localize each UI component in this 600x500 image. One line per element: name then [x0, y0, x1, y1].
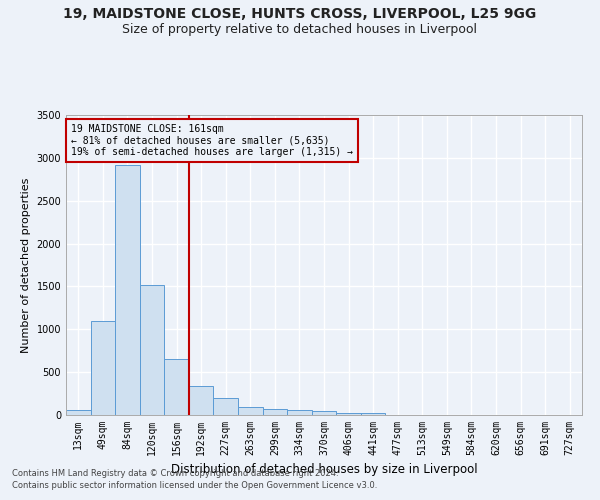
Bar [336, 413, 361, 415]
Text: Size of property relative to detached houses in Liverpool: Size of property relative to detached ho… [122, 22, 478, 36]
Bar [238, 407, 263, 415]
Text: Contains HM Land Registry data © Crown copyright and database right 2024.: Contains HM Land Registry data © Crown c… [12, 468, 338, 477]
Text: 19, MAIDSTONE CLOSE, HUNTS CROSS, LIVERPOOL, L25 9GG: 19, MAIDSTONE CLOSE, HUNTS CROSS, LIVERP… [64, 8, 536, 22]
Bar [140, 284, 164, 415]
Bar [164, 360, 189, 415]
X-axis label: Distribution of detached houses by size in Liverpool: Distribution of detached houses by size … [170, 464, 478, 476]
Bar [263, 408, 287, 415]
Y-axis label: Number of detached properties: Number of detached properties [21, 178, 31, 352]
Bar [287, 410, 312, 415]
Bar [115, 164, 140, 415]
Bar [361, 413, 385, 415]
Bar [66, 410, 91, 415]
Bar [312, 411, 336, 415]
Text: Contains public sector information licensed under the Open Government Licence v3: Contains public sector information licen… [12, 481, 377, 490]
Bar [189, 386, 214, 415]
Bar [214, 398, 238, 415]
Text: 19 MAIDSTONE CLOSE: 161sqm
← 81% of detached houses are smaller (5,635)
19% of s: 19 MAIDSTONE CLOSE: 161sqm ← 81% of deta… [71, 124, 353, 157]
Bar [91, 320, 115, 415]
